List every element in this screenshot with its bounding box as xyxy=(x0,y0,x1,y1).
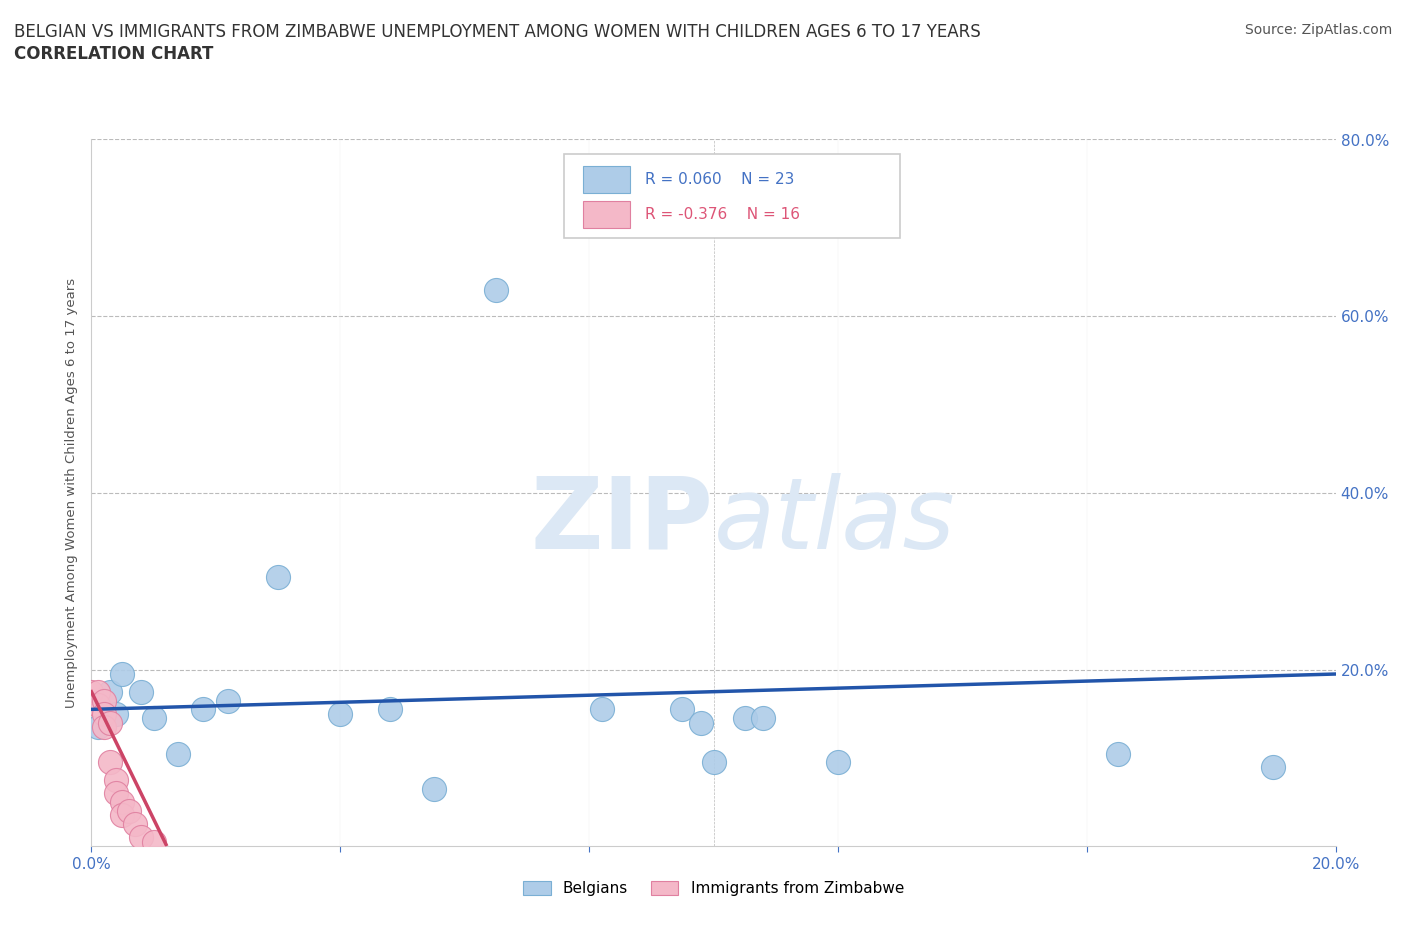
Text: R = 0.060    N = 23: R = 0.060 N = 23 xyxy=(645,171,794,187)
Point xyxy=(129,830,152,845)
Point xyxy=(80,684,103,699)
Point xyxy=(422,781,444,796)
FancyBboxPatch shape xyxy=(583,166,630,193)
Point xyxy=(111,794,134,809)
Point xyxy=(702,755,725,770)
Point xyxy=(1107,746,1129,761)
Point xyxy=(142,834,165,849)
Point xyxy=(118,804,141,818)
Y-axis label: Unemployment Among Women with Children Ages 6 to 17 years: Unemployment Among Women with Children A… xyxy=(65,278,79,708)
Text: R = -0.376    N = 16: R = -0.376 N = 16 xyxy=(645,206,800,222)
Point xyxy=(671,702,693,717)
Point xyxy=(591,702,613,717)
Text: BELGIAN VS IMMIGRANTS FROM ZIMBABWE UNEMPLOYMENT AMONG WOMEN WITH CHILDREN AGES : BELGIAN VS IMMIGRANTS FROM ZIMBABWE UNEM… xyxy=(14,23,981,41)
Point xyxy=(124,817,146,831)
Point xyxy=(193,702,215,717)
Point xyxy=(129,684,152,699)
Point xyxy=(217,693,239,708)
Point xyxy=(1263,759,1285,774)
Point xyxy=(329,707,352,722)
Point xyxy=(98,755,121,770)
Point xyxy=(485,283,508,298)
Point xyxy=(752,711,775,725)
Point xyxy=(111,808,134,823)
Point xyxy=(167,746,190,761)
FancyBboxPatch shape xyxy=(564,153,900,238)
Point xyxy=(93,707,115,722)
Legend: Belgians, Immigrants from Zimbabwe: Belgians, Immigrants from Zimbabwe xyxy=(517,875,910,902)
Text: CORRELATION CHART: CORRELATION CHART xyxy=(14,45,214,62)
Point xyxy=(105,707,128,722)
Point xyxy=(93,693,115,708)
Point xyxy=(98,684,121,699)
Point xyxy=(827,755,849,770)
Point xyxy=(690,715,713,730)
Point xyxy=(98,715,121,730)
Point xyxy=(86,720,108,735)
Point xyxy=(734,711,756,725)
Point xyxy=(267,569,290,584)
Point xyxy=(105,786,128,801)
Point xyxy=(111,667,134,682)
Point xyxy=(378,702,401,717)
FancyBboxPatch shape xyxy=(583,201,630,228)
Text: atlas: atlas xyxy=(713,472,955,570)
Text: ZIP: ZIP xyxy=(530,472,713,570)
Point xyxy=(142,711,165,725)
Point xyxy=(86,698,108,712)
Point xyxy=(105,773,128,788)
Point xyxy=(86,684,108,699)
Text: Source: ZipAtlas.com: Source: ZipAtlas.com xyxy=(1244,23,1392,37)
Point xyxy=(93,720,115,735)
